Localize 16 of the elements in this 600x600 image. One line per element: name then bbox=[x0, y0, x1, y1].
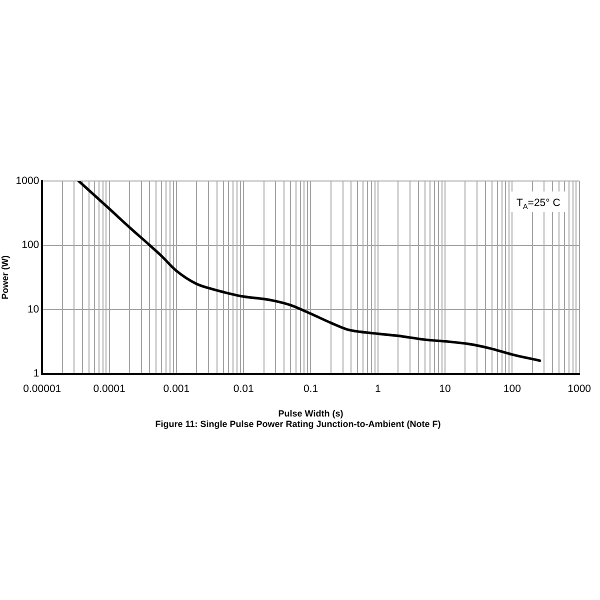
x-tick-label: 0.1 bbox=[303, 382, 318, 395]
x-tick-label: 0.00001 bbox=[23, 382, 62, 395]
x-tick-label: 0.0001 bbox=[93, 382, 126, 395]
x-tick-label: 0.001 bbox=[163, 382, 190, 395]
y-axis-title: Power (W) bbox=[0, 255, 10, 300]
x-tick-label: 0.01 bbox=[233, 382, 254, 395]
y-tick-label: 100 bbox=[22, 239, 40, 252]
y-tick-label: 10 bbox=[27, 303, 40, 316]
x-axis-title: Pulse Width (s) bbox=[278, 408, 344, 418]
x-tick-label: 1000 bbox=[568, 382, 592, 395]
x-tick-label: 1 bbox=[374, 382, 381, 395]
text: Figure 11: Single Pulse Power Rating Junction-to-Ambient (Note F) bbox=[155, 419, 441, 430]
x-tick-label: 100 bbox=[503, 382, 522, 395]
y-tick-label: 1000 bbox=[16, 174, 40, 187]
x-tick-label: 10 bbox=[439, 382, 452, 395]
y-tick-label: 1 bbox=[33, 368, 40, 380]
